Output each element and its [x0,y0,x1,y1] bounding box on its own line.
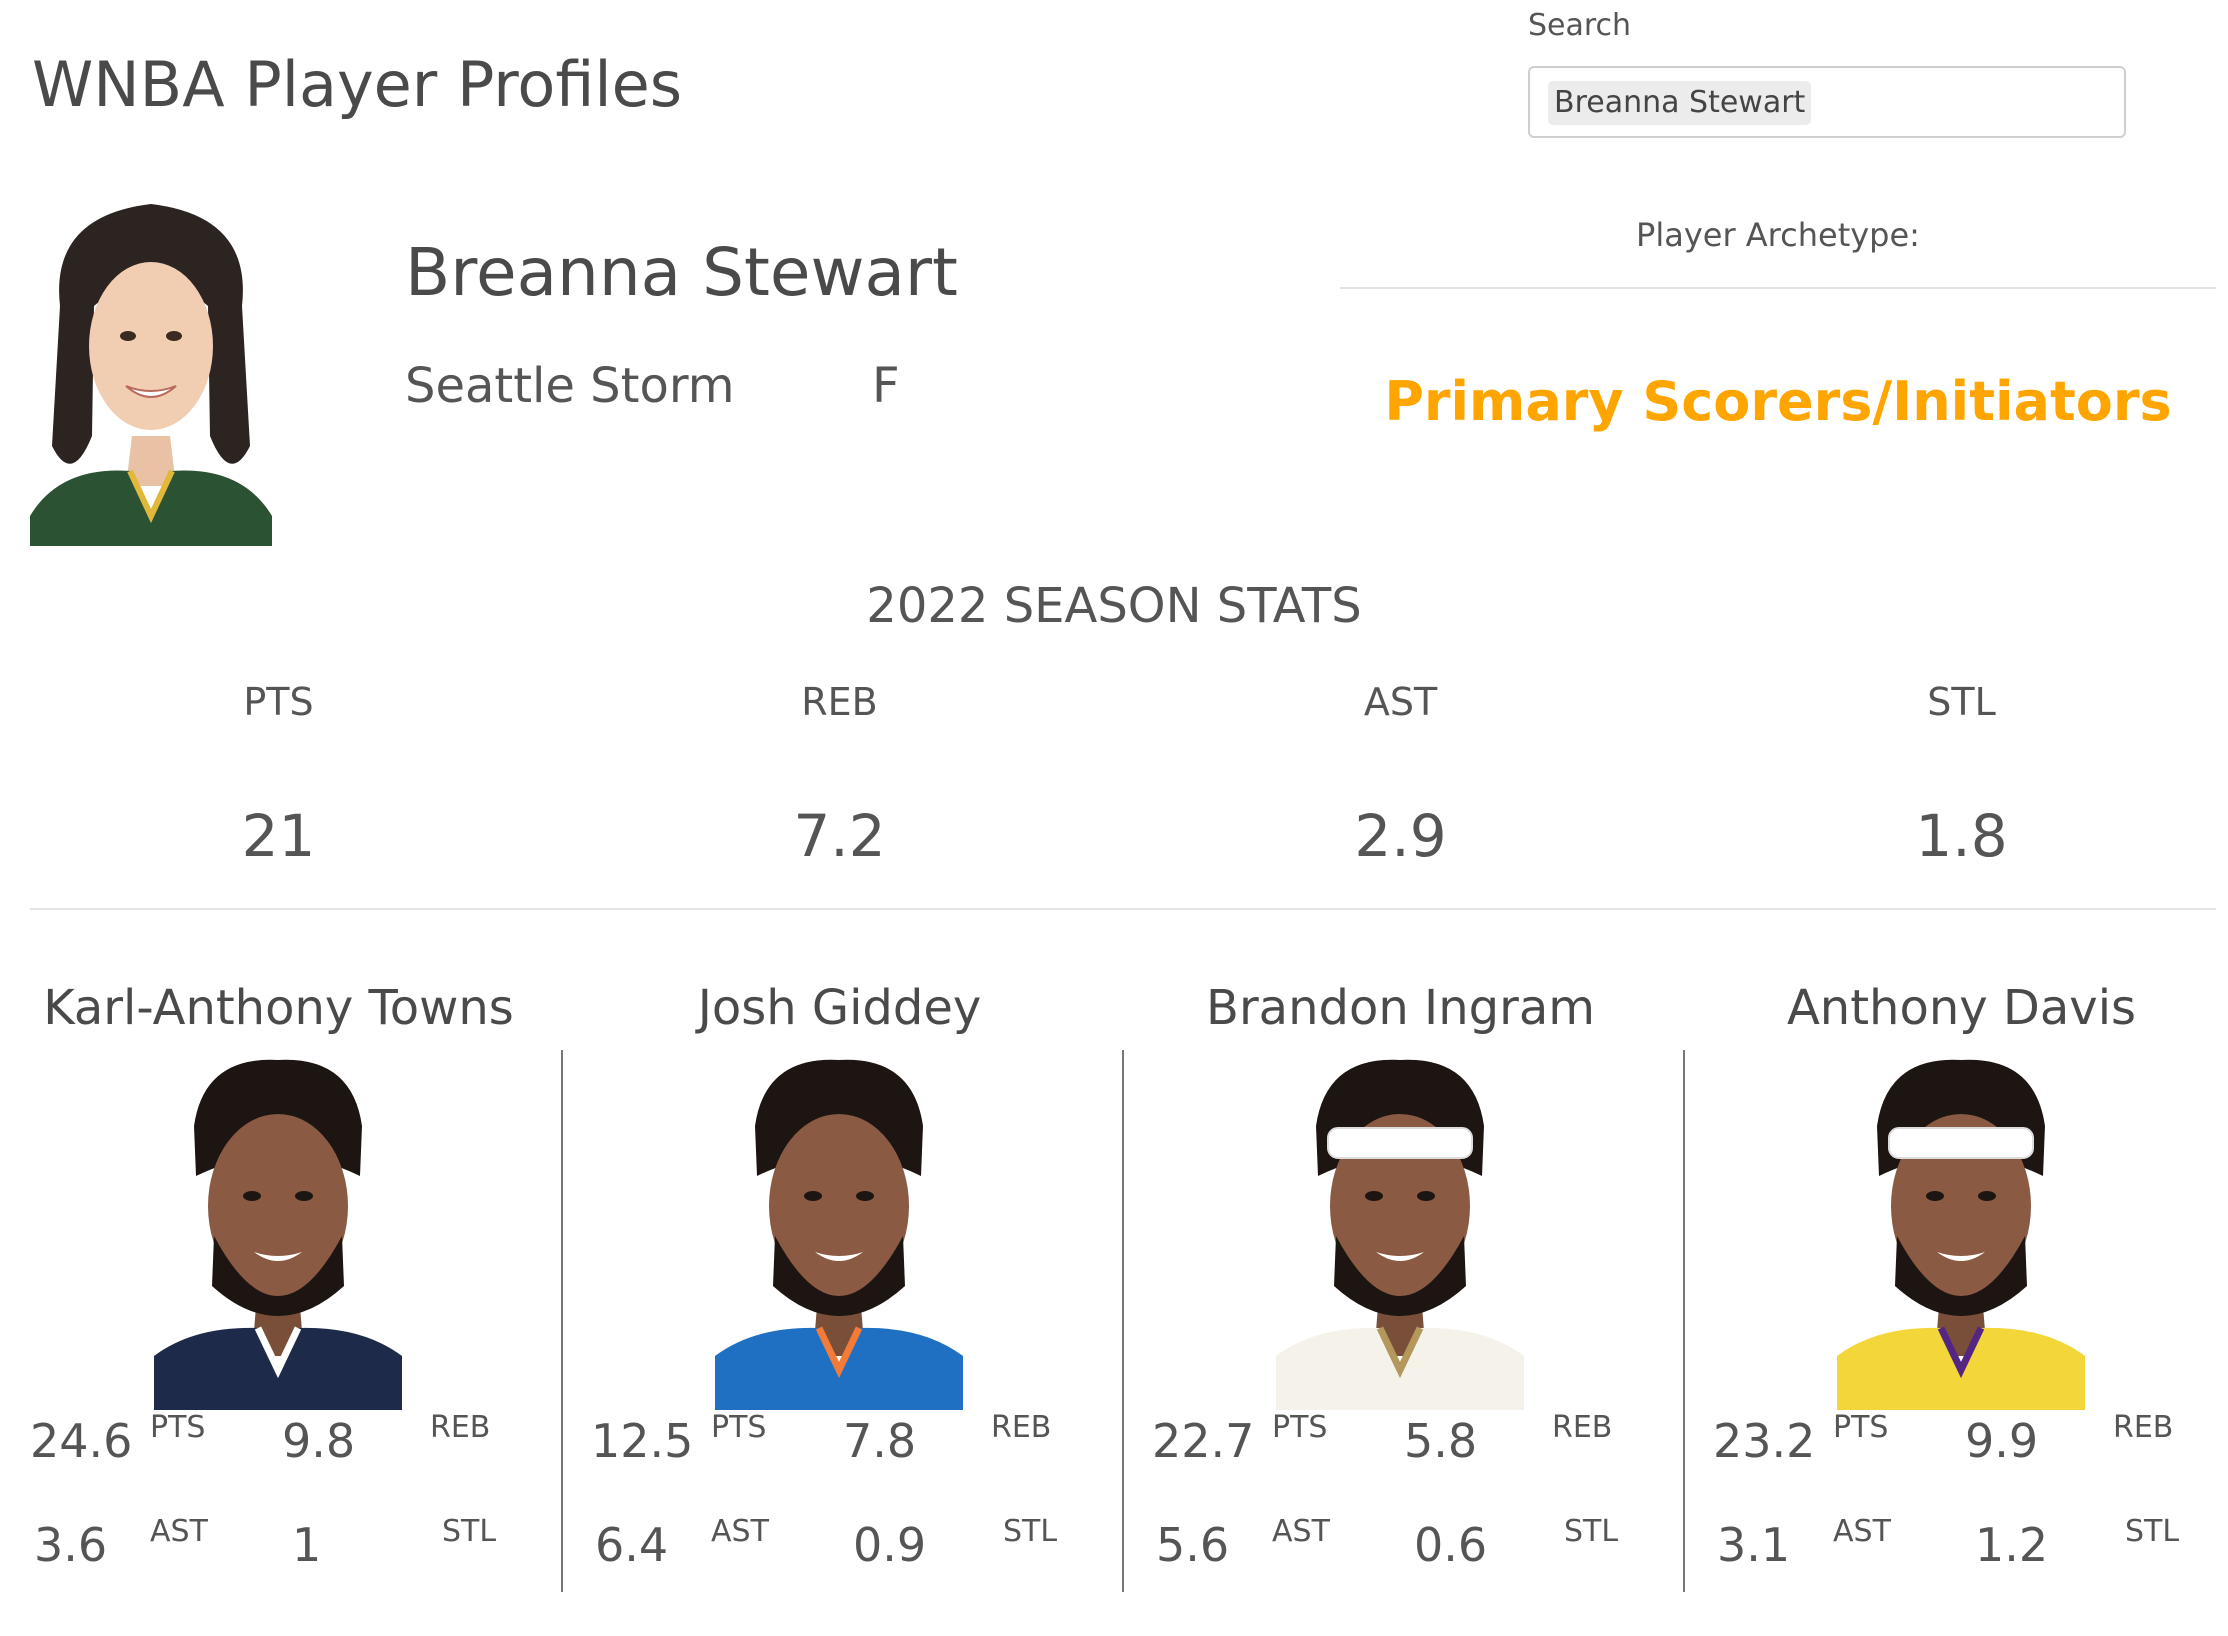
archetype-label: Player Archetype: [1636,216,1920,254]
stat-value: 21 [241,802,316,870]
similar-stat-ast-value: 6.4 [595,1518,669,1572]
similar-stat-pts-value: 24.6 [30,1414,133,1468]
similar-stat-stl-label: STL [442,1514,497,1549]
similar-player-name: Karl-Anthony Towns [43,980,514,1036]
search-input[interactable]: Breanna Stewart [1528,66,2126,138]
similar-stat-reb-value: 5.8 [1404,1414,1478,1468]
page-title: WNBA Player Profiles [32,48,683,121]
column-divider [561,1050,563,1592]
similar-stat-ast-label: AST [1833,1514,1891,1549]
stat-value: 1.8 [1915,802,2008,870]
similar-stat-pts-value: 22.7 [1152,1414,1255,1468]
similar-player-card: Josh Giddey 12.5 PTS 7.8 REB 6.4 AST 0.9 STL [561,970,1118,1620]
similar-stat-reb-value: 9.8 [282,1414,356,1468]
player-photo [30,186,272,546]
archetype-value: Primary Scorers/Initiators [1384,370,2172,433]
stat-value: 7.2 [793,802,886,870]
similar-stat-reb-label: REB [2113,1410,2174,1445]
similar-stat-pts-value: 12.5 [591,1414,694,1468]
similar-player-name: Anthony Davis [1786,980,2137,1036]
similar-stat-stl-value: 1.2 [1975,1518,2049,1572]
similar-stat-pts-label: PTS [711,1410,767,1445]
similar-stat-reb-label: REB [991,1410,1052,1445]
archetype-divider [1340,287,2216,289]
similar-player-card: Karl-Anthony Towns 24.6 PTS 9.8 REB 3.6 AST 1 ST… [0,970,557,1620]
section-divider [30,908,2216,910]
player-team: Seattle Storm [405,358,735,414]
similar-stat-ast-label: AST [711,1514,769,1549]
season-stats-title: 2022 SEASON STATS [866,578,1362,634]
similar-stat-pts-label: PTS [150,1410,206,1445]
stat-label: PTS [243,680,314,724]
similar-stat-stl-label: STL [1564,1514,1619,1549]
season-stat-pts: PTS 21 [0,680,557,870]
similar-stat-pts-label: PTS [1833,1410,1889,1445]
stat-value: 2.9 [1354,802,1447,870]
similar-stat-stl-value: 0.6 [1414,1518,1488,1572]
similar-stat-ast-value: 3.1 [1717,1518,1791,1572]
similar-stat-stl-label: STL [2125,1514,2180,1549]
similar-stat-stl-value: 0.9 [853,1518,927,1572]
similar-player-photo [1276,1059,1524,1410]
similar-player-name: Brandon Ingram [1206,980,1595,1036]
similar-player-photo [154,1059,402,1410]
stat-label: STL [1927,680,1996,724]
similar-stat-reb-label: REB [430,1410,491,1445]
column-divider [1683,1050,1685,1592]
column-divider [1122,1050,1124,1592]
similar-stat-pts-value: 23.2 [1713,1414,1816,1468]
similar-stat-reb-value: 9.9 [1965,1414,2039,1468]
similar-player-card: Brandon Ingram 22.7 PTS 5.8 REB 5.6 AST 0.6 STL [1122,970,1679,1620]
search-label: Search [1528,8,1632,43]
similar-player-photo [715,1059,963,1410]
similar-player-card: Anthony Davis 23.2 PTS 9.9 REB 3.1 AST 1.2 STL [1683,970,2228,1620]
similar-stat-ast-label: AST [150,1514,208,1549]
similar-stat-stl-value: 1 [292,1518,322,1572]
similar-stat-ast-value: 3.6 [34,1518,108,1572]
search-selected-value[interactable]: Breanna Stewart [1548,81,1812,125]
similar-player-photo [1837,1059,2085,1410]
season-stat-ast: AST 2.9 [1122,680,1679,870]
stat-label: REB [801,680,878,724]
similar-stat-reb-value: 7.8 [843,1414,917,1468]
similar-player-name: Josh Giddey [697,980,982,1036]
season-stat-reb: REB 7.2 [561,680,1118,870]
similar-stat-ast-label: AST [1272,1514,1330,1549]
season-stat-stl: STL 1.8 [1683,680,2228,870]
player-position: F [872,358,900,414]
player-name: Breanna Stewart [405,234,958,311]
similar-stat-reb-label: REB [1552,1410,1613,1445]
similar-stat-ast-value: 5.6 [1156,1518,1230,1572]
stat-label: AST [1363,680,1438,724]
similar-stat-stl-label: STL [1003,1514,1058,1549]
similar-stat-pts-label: PTS [1272,1410,1328,1445]
